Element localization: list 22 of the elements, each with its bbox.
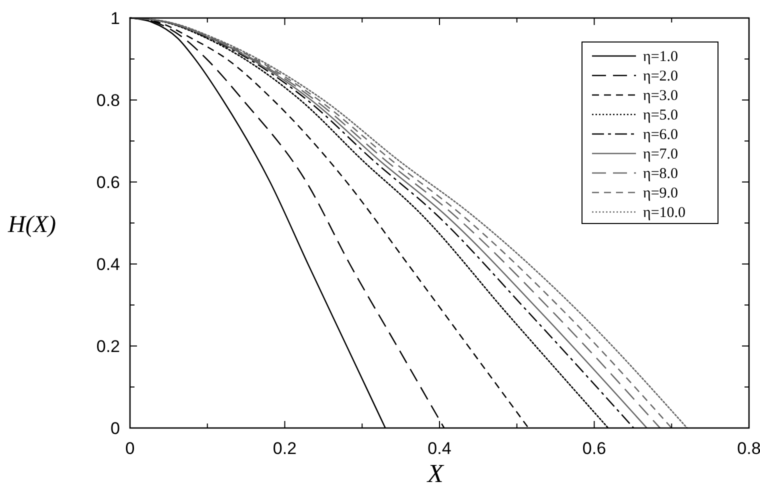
x-tick-label: 0.6 — [582, 439, 606, 458]
y-tick-label: 1 — [110, 9, 120, 28]
x-tick-label: 0.2 — [272, 439, 297, 458]
x-axis-title: X — [426, 459, 445, 486]
legend-label: η=8.0 — [643, 166, 678, 182]
legend-label: η=7.0 — [643, 146, 678, 162]
y-tick-label: 0.4 — [96, 255, 120, 274]
y-tick-label: 0 — [110, 419, 120, 438]
legend-label: η=5.0 — [643, 108, 678, 124]
legend-label: η=10.0 — [643, 205, 686, 221]
legend-label: η=2.0 — [643, 68, 678, 84]
y-axis-title: H(X) — [7, 212, 56, 238]
x-tick-label: 0.4 — [428, 439, 452, 458]
legend-label: η=1.0 — [643, 49, 678, 65]
x-tick-label: 0 — [125, 439, 135, 458]
legend-label: η=3.0 — [643, 88, 678, 104]
legend-label: η=9.0 — [643, 186, 678, 202]
y-tick-label: 0.2 — [96, 337, 120, 356]
y-tick-label: 0.8 — [96, 91, 120, 110]
legend-label: η=6.0 — [643, 127, 678, 143]
y-tick-label: 0.6 — [96, 173, 120, 192]
x-tick-label: 0.8 — [737, 439, 760, 458]
